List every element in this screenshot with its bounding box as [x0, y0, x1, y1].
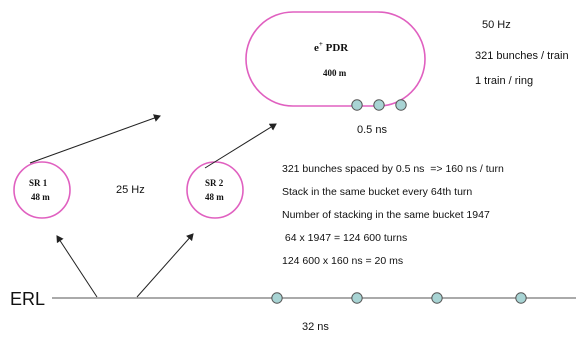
erl-group: ERL 32 ns	[10, 289, 576, 333]
sr1-group: SR 1 48 m	[13, 161, 71, 219]
pdr-bunches-per-train: 321 bunches / train	[475, 50, 569, 62]
pdr-frequency: 50 Hz	[482, 19, 511, 31]
pdr-length: 400 m	[323, 68, 347, 78]
erl-bunch	[515, 292, 527, 304]
note-line: 124 600 x 160 ns = 20 ms	[282, 255, 403, 267]
erl-bunch-spacing: 32 ns	[302, 321, 329, 333]
pdr-title: e+ PDR	[314, 40, 349, 54]
arrow-sr2-to-pdr	[204, 123, 277, 169]
note-line: 64 x 1947 = 124 600 turns	[282, 232, 407, 244]
sr2-ring	[186, 161, 244, 219]
erl-bunch	[271, 292, 283, 304]
pdr-ring-group: e+ PDR 400 m 0.5 ns	[245, 11, 426, 136]
note-line: Number of stacking in the same bucket 19…	[282, 209, 490, 221]
pdr-bunch-spacing: 0.5 ns	[357, 124, 387, 136]
sr2-group: SR 2 48 m	[186, 161, 244, 219]
sr2-length: 48 m	[205, 192, 224, 202]
erl-bunch	[351, 292, 363, 304]
arrow-sr1-to-pdr	[29, 114, 161, 164]
pdr-trains-per-ring: 1 train / ring	[475, 75, 533, 87]
note-line: Stack in the same bucket every 64th turn	[282, 186, 472, 198]
pdr-info: 50 Hz 321 bunches / train 1 train / ring	[475, 19, 569, 87]
injection-rate: 25 Hz	[116, 184, 145, 196]
arrow-erl-to-sr2	[136, 233, 194, 298]
pdr-bunch	[395, 99, 407, 111]
sr2-name: SR 2	[205, 178, 224, 188]
erl-label: ERL	[10, 289, 45, 309]
sr1-ring	[13, 161, 71, 219]
sr1-length: 48 m	[31, 192, 50, 202]
pdr-bunch	[351, 99, 363, 111]
transfer-arrows	[29, 114, 277, 298]
pdr-ring	[245, 11, 426, 107]
pdr-bunch	[373, 99, 385, 111]
stacking-notes: 321 bunches spaced by 0.5 ns => 160 ns /…	[282, 163, 504, 267]
note-line: 321 bunches spaced by 0.5 ns => 160 ns /…	[282, 163, 504, 175]
erl-bunch	[431, 292, 443, 304]
sr1-name: SR 1	[29, 178, 48, 188]
arrow-erl-to-sr1	[56, 235, 98, 298]
